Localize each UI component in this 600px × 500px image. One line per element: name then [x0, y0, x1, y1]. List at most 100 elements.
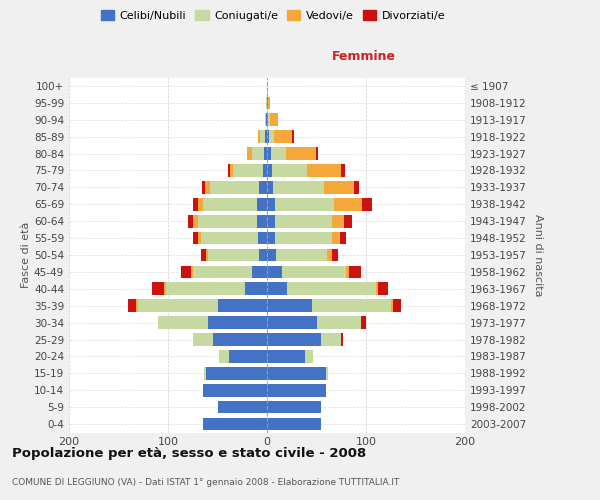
- Bar: [340, 232, 346, 244]
- Bar: [267, 333, 322, 346]
- Bar: [158, 316, 208, 329]
- Bar: [317, 316, 361, 329]
- Bar: [193, 266, 252, 278]
- Bar: [267, 418, 322, 430]
- Bar: [334, 198, 362, 210]
- Bar: [193, 198, 198, 210]
- Bar: [287, 282, 376, 295]
- Bar: [275, 198, 334, 210]
- Bar: [344, 215, 352, 228]
- Bar: [257, 215, 267, 228]
- Bar: [218, 300, 267, 312]
- Bar: [274, 130, 292, 143]
- Bar: [166, 282, 245, 295]
- Bar: [259, 248, 267, 262]
- Bar: [233, 164, 263, 177]
- Bar: [361, 316, 366, 329]
- Bar: [206, 367, 267, 380]
- Bar: [258, 130, 260, 143]
- Bar: [268, 114, 270, 126]
- Bar: [267, 401, 322, 413]
- Bar: [266, 114, 267, 126]
- Bar: [208, 248, 259, 262]
- Bar: [203, 367, 206, 380]
- Bar: [267, 367, 326, 380]
- Bar: [275, 232, 332, 244]
- Bar: [271, 147, 286, 160]
- Bar: [328, 248, 332, 262]
- Bar: [267, 232, 275, 244]
- Bar: [198, 215, 257, 228]
- Bar: [181, 266, 191, 278]
- Bar: [202, 181, 205, 194]
- Bar: [326, 367, 328, 380]
- Bar: [206, 248, 208, 262]
- Y-axis label: Anni di nascita: Anni di nascita: [533, 214, 543, 296]
- Bar: [273, 181, 325, 194]
- Bar: [267, 300, 311, 312]
- Bar: [247, 147, 252, 160]
- Bar: [393, 300, 401, 312]
- Bar: [378, 282, 388, 295]
- Bar: [267, 350, 305, 363]
- Bar: [267, 181, 273, 194]
- Bar: [218, 401, 267, 413]
- Bar: [272, 164, 307, 177]
- Bar: [200, 232, 258, 244]
- Bar: [265, 114, 266, 126]
- Bar: [230, 164, 233, 177]
- Bar: [198, 232, 200, 244]
- Bar: [209, 181, 259, 194]
- Bar: [325, 181, 354, 194]
- Bar: [305, 350, 313, 363]
- Bar: [260, 130, 265, 143]
- Bar: [270, 114, 278, 126]
- Bar: [229, 164, 230, 177]
- Bar: [282, 266, 346, 278]
- Bar: [286, 147, 316, 160]
- Bar: [267, 198, 275, 210]
- Bar: [354, 181, 359, 194]
- Bar: [245, 282, 267, 295]
- Bar: [292, 130, 294, 143]
- Bar: [205, 181, 209, 194]
- Bar: [267, 248, 276, 262]
- Bar: [267, 96, 268, 109]
- Bar: [267, 215, 275, 228]
- Bar: [220, 350, 229, 363]
- Bar: [259, 181, 267, 194]
- Bar: [316, 147, 319, 160]
- Bar: [139, 300, 218, 312]
- Bar: [268, 96, 270, 109]
- Text: COMUNE DI LEGGIUNO (VA) - Dati ISTAT 1° gennaio 2008 - Elaborazione TUTTITALIA.I: COMUNE DI LEGGIUNO (VA) - Dati ISTAT 1° …: [12, 478, 400, 487]
- Bar: [198, 198, 203, 210]
- Bar: [311, 300, 391, 312]
- Bar: [128, 300, 136, 312]
- Bar: [267, 282, 287, 295]
- Y-axis label: Fasce di età: Fasce di età: [21, 222, 31, 288]
- Bar: [267, 130, 269, 143]
- Bar: [341, 333, 343, 346]
- Bar: [267, 384, 326, 396]
- Bar: [212, 333, 267, 346]
- Text: Femmine: Femmine: [332, 50, 396, 64]
- Bar: [264, 147, 267, 160]
- Bar: [341, 164, 345, 177]
- Bar: [267, 147, 271, 160]
- Bar: [152, 282, 164, 295]
- Bar: [193, 232, 198, 244]
- Bar: [203, 198, 257, 210]
- Legend: Celibi/Nubili, Coniugati/e, Vedovi/e, Divorziati/e: Celibi/Nubili, Coniugati/e, Vedovi/e, Di…: [97, 6, 449, 25]
- Bar: [203, 418, 267, 430]
- Bar: [191, 266, 193, 278]
- Bar: [203, 384, 267, 396]
- Bar: [257, 198, 267, 210]
- Bar: [229, 350, 267, 363]
- Bar: [263, 164, 267, 177]
- Bar: [208, 316, 267, 329]
- Bar: [265, 130, 267, 143]
- Bar: [391, 300, 393, 312]
- Bar: [193, 215, 198, 228]
- Bar: [362, 198, 372, 210]
- Bar: [252, 147, 264, 160]
